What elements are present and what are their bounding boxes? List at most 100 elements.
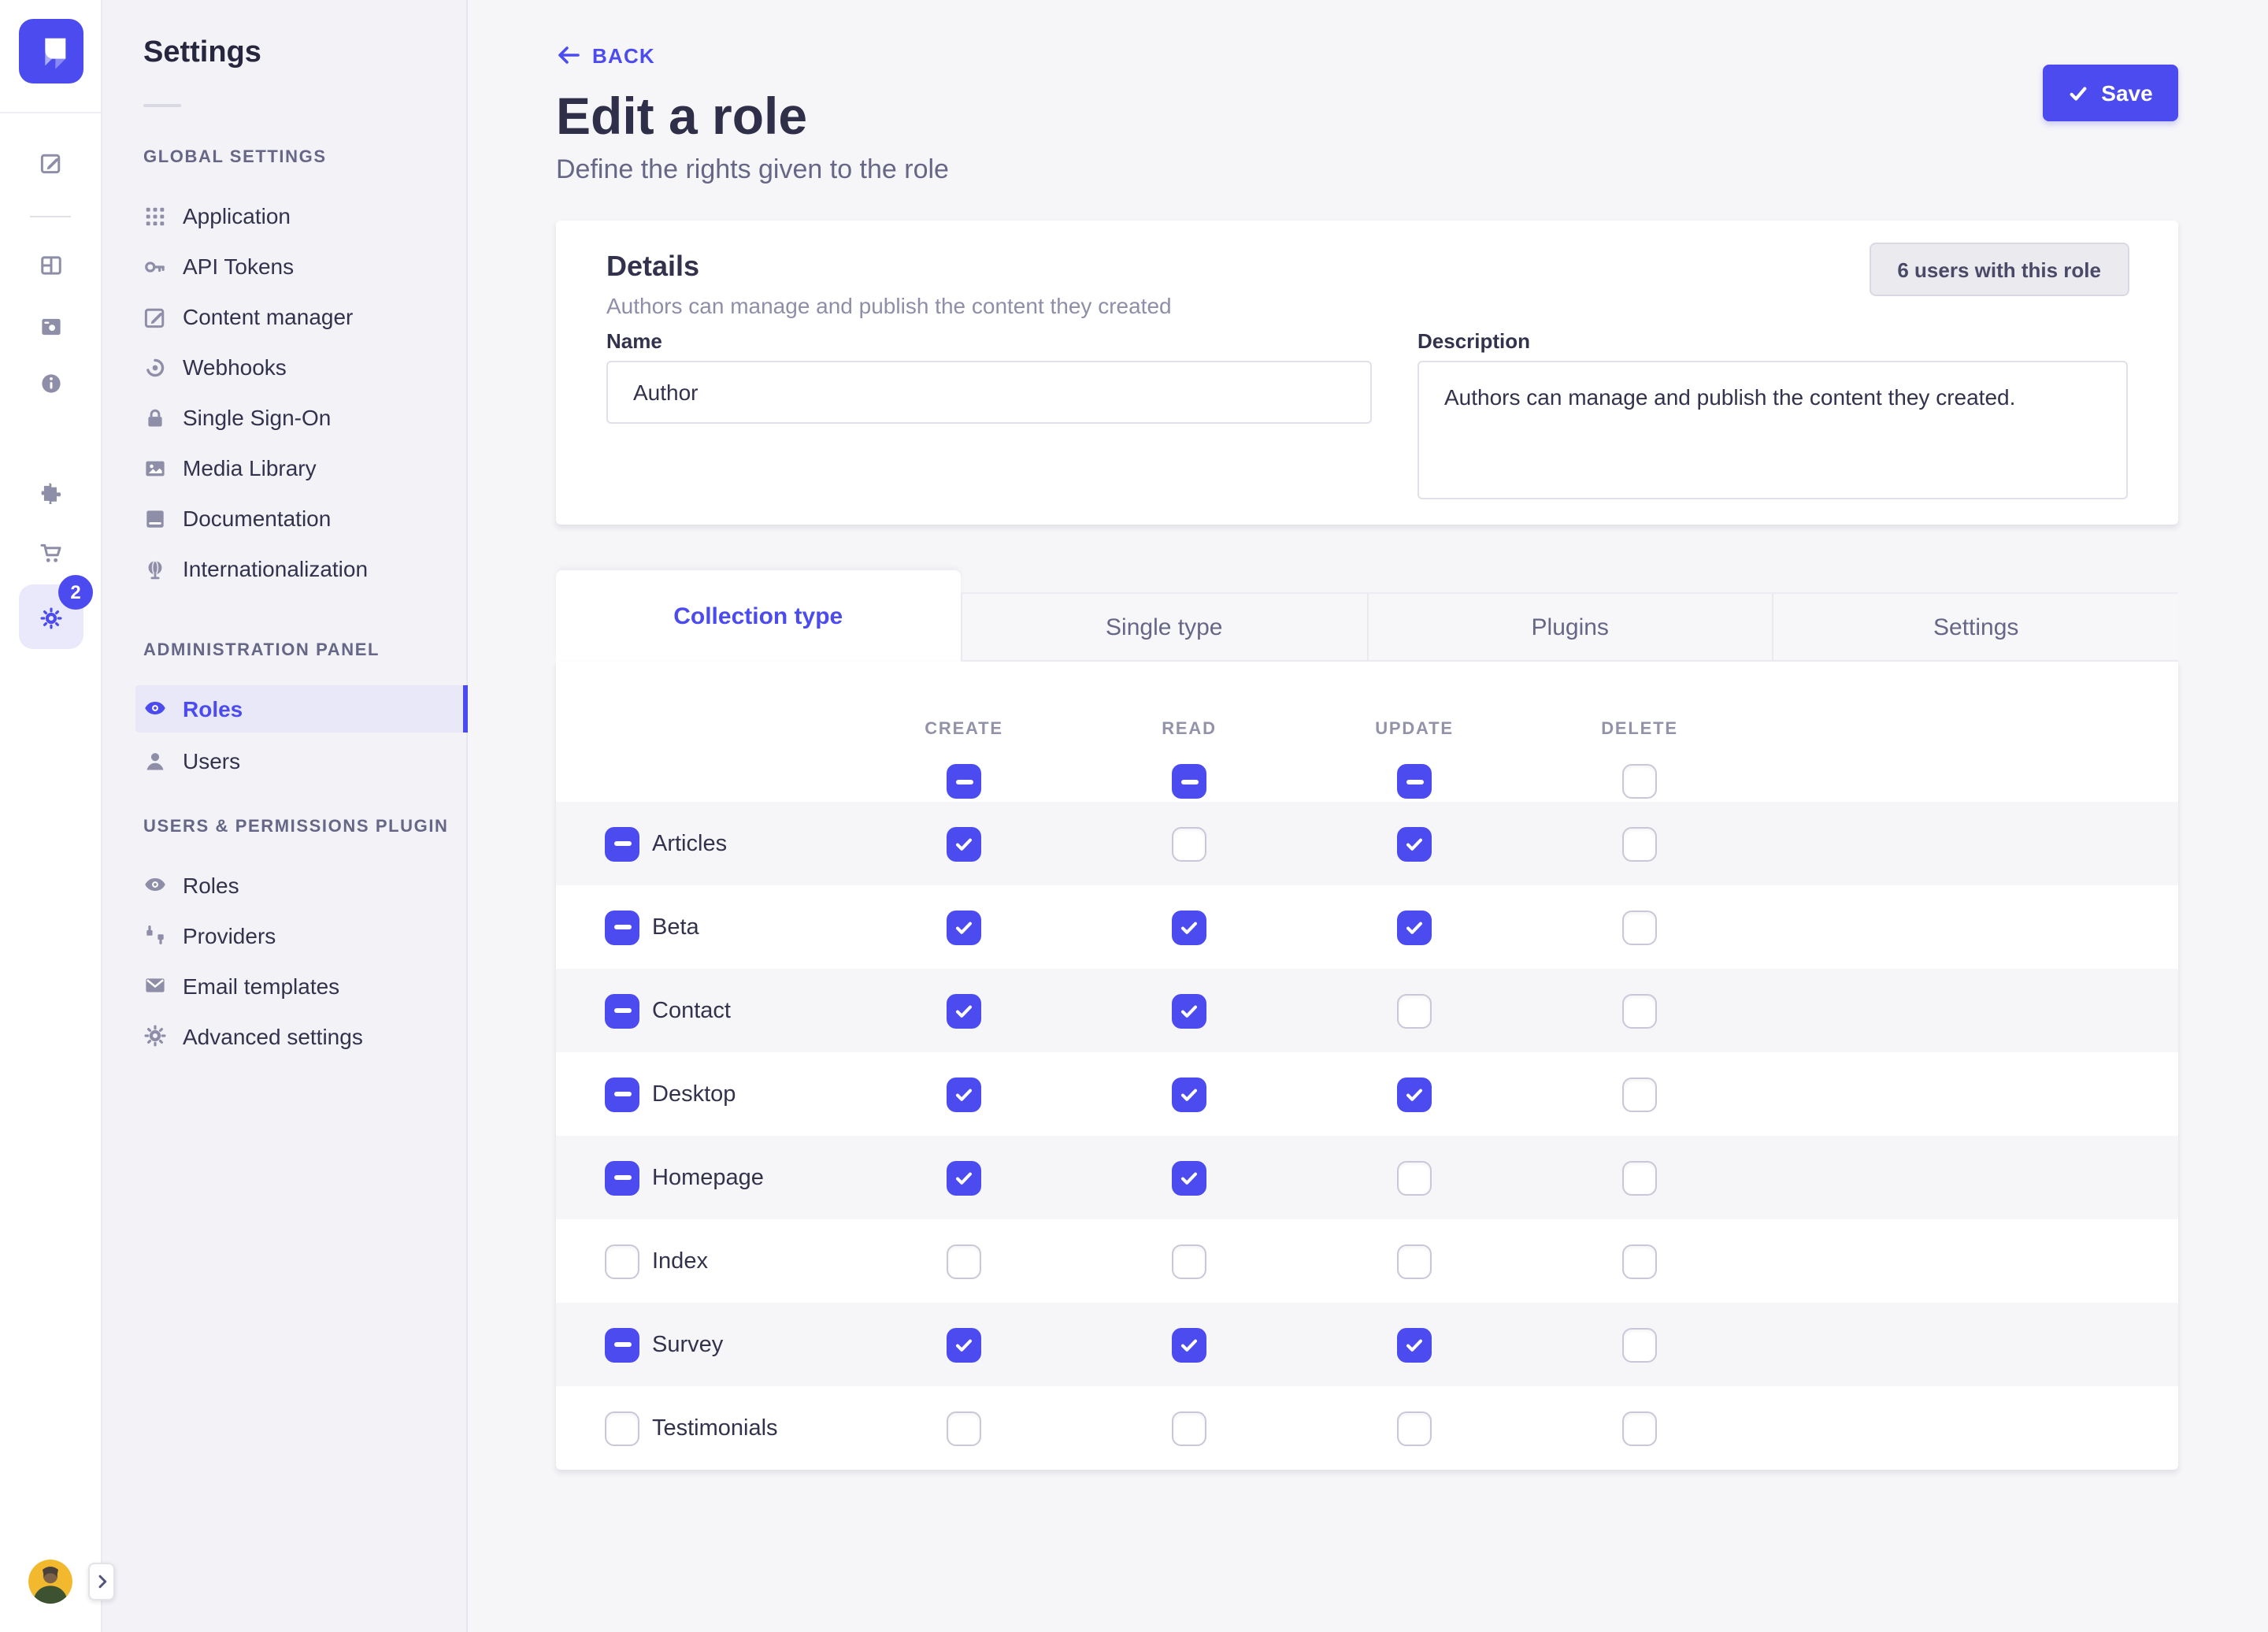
indeterminate-bar [1406,779,1423,784]
name-input[interactable] [606,361,1372,424]
row-label: Articles [652,831,728,856]
expand-sidebar-button[interactable] [88,1563,115,1600]
key-icon [143,254,167,278]
gear-settings-icon[interactable] [0,591,101,644]
checkbox-testimonials-read[interactable] [1172,1411,1206,1445]
sidebar-item-media-library[interactable]: Media Library [102,444,468,491]
users-with-role-button[interactable]: 6 users with this role [1869,243,2129,296]
checkbox-homepage-delete[interactable] [1622,1160,1657,1195]
checkbox-index-delete[interactable] [1622,1244,1657,1278]
row-checkbox-desktop[interactable] [605,1077,639,1111]
row-checkbox-homepage[interactable] [605,1160,639,1195]
book-icon [143,506,167,530]
checkbox-contact-update[interactable] [1397,993,1432,1028]
user-avatar[interactable] [28,1560,72,1604]
strapi-logo[interactable] [19,19,83,83]
sidebar-item-label: Media Library [183,455,317,480]
sidebar-item-content-manager[interactable]: Content manager [102,293,468,340]
checkbox-all-create[interactable] [947,764,981,799]
description-label: Description [1418,329,1531,353]
checkbox-index-read[interactable] [1172,1244,1206,1278]
details-title: Details [606,250,700,282]
checkbox-desktop-create[interactable] [947,1077,981,1111]
checkbox-testimonials-update[interactable] [1397,1411,1432,1445]
title-divider [143,104,181,107]
checkbox-desktop-read[interactable] [1172,1077,1206,1111]
sidebar-item-advanced-settings[interactable]: Advanced settings [102,1012,468,1059]
info-icon[interactable] [0,356,101,410]
page-subtitle: Define the rights given to the role [556,154,949,184]
checkbox-survey-delete[interactable] [1622,1327,1657,1362]
tab-settings[interactable]: Settings [1772,592,2178,662]
checkbox-contact-delete[interactable] [1622,993,1657,1028]
sidebar-item-webhooks[interactable]: Webhooks [102,343,468,391]
checkbox-contact-create[interactable] [947,993,981,1028]
checkbox-all-update[interactable] [1397,764,1432,799]
checkbox-articles-create[interactable] [947,826,981,861]
sidebar-item-label: Users [183,748,241,773]
sidebar-item-single-sign-on[interactable]: Single Sign-On [102,394,468,441]
left-arrow-icon [558,46,580,64]
checkbox-index-create[interactable] [947,1244,981,1278]
row-label: Index [652,1248,708,1274]
sidebar-item-providers[interactable]: Providers [102,911,468,959]
sidebar-item-label: Single Sign-On [183,405,332,430]
permission-row-testimonials: Testimonials [556,1386,2178,1470]
sidebar-item-api-tokens[interactable]: API Tokens [102,243,468,290]
checkbox-desktop-update[interactable] [1397,1077,1432,1111]
checkbox-all-read[interactable] [1172,764,1206,799]
row-checkbox-testimonials[interactable] [605,1411,639,1445]
indeterminate-bar [613,1342,631,1347]
checkbox-articles-read[interactable] [1172,826,1206,861]
layout-builder-icon[interactable] [0,238,101,291]
sidebar-item-label: Application [183,203,291,228]
checkbox-beta-update[interactable] [1397,910,1432,944]
sidebar-item-application[interactable]: Application [102,192,468,239]
sidebar-item-roles-2[interactable]: Roles [102,861,468,908]
cart-marketplace-icon[interactable] [0,526,101,580]
permission-row-desktop: Desktop [556,1052,2178,1136]
checkbox-desktop-delete[interactable] [1622,1077,1657,1111]
tab-plugins[interactable]: Plugins [1366,592,1773,662]
row-checkbox-articles[interactable] [605,826,639,861]
checkbox-contact-read[interactable] [1172,993,1206,1028]
checkbox-articles-delete[interactable] [1622,826,1657,861]
checkbox-testimonials-create[interactable] [947,1411,981,1445]
checkbox-homepage-create[interactable] [947,1160,981,1195]
sidebar-title: Settings [143,36,261,69]
sidebar-item-roles[interactable]: Roles [135,684,468,732]
checkbox-beta-create[interactable] [947,910,981,944]
checkbox-homepage-update[interactable] [1397,1160,1432,1195]
sidebar-item-label: Providers [183,922,276,948]
sidebar-item-label: Internationalization [183,556,369,581]
back-link[interactable]: BACK [556,43,655,68]
sidebar-item-users[interactable]: Users [102,737,468,784]
checkbox-beta-delete[interactable] [1622,910,1657,944]
row-checkbox-contact[interactable] [605,993,639,1028]
sidebar-item-label: Roles [183,872,239,897]
row-checkbox-index[interactable] [605,1244,639,1278]
row-checkbox-survey[interactable] [605,1327,639,1362]
checkbox-all-delete[interactable] [1622,764,1657,799]
row-checkbox-beta[interactable] [605,910,639,944]
feather-edit-icon[interactable] [0,135,101,189]
tab-single-type[interactable]: Single type [960,592,1366,662]
sidebar-item-email-templates[interactable]: Email templates [102,962,468,1009]
save-button[interactable]: Save [2043,65,2178,121]
puzzle-plugins-icon[interactable] [0,465,101,518]
checkbox-survey-create[interactable] [947,1327,981,1362]
sidebar-item-documentation[interactable]: Documentation [102,495,468,542]
checkbox-beta-read[interactable] [1172,910,1206,944]
sidebar-item-internationalization[interactable]: Internationalization [102,545,468,592]
checkbox-index-update[interactable] [1397,1244,1432,1278]
checkbox-testimonials-delete[interactable] [1622,1411,1657,1445]
description-textarea[interactable]: Authors can manage and publish the conte… [1418,361,2128,499]
checkbox-homepage-read[interactable] [1172,1160,1206,1195]
checkbox-articles-update[interactable] [1397,826,1432,861]
indeterminate-bar [613,925,631,929]
tab-collection-type[interactable]: Collection type [556,570,961,662]
checkbox-survey-update[interactable] [1397,1327,1432,1362]
rail-divider [0,112,101,113]
checkbox-survey-read[interactable] [1172,1327,1206,1362]
media-image-icon[interactable] [0,299,101,353]
